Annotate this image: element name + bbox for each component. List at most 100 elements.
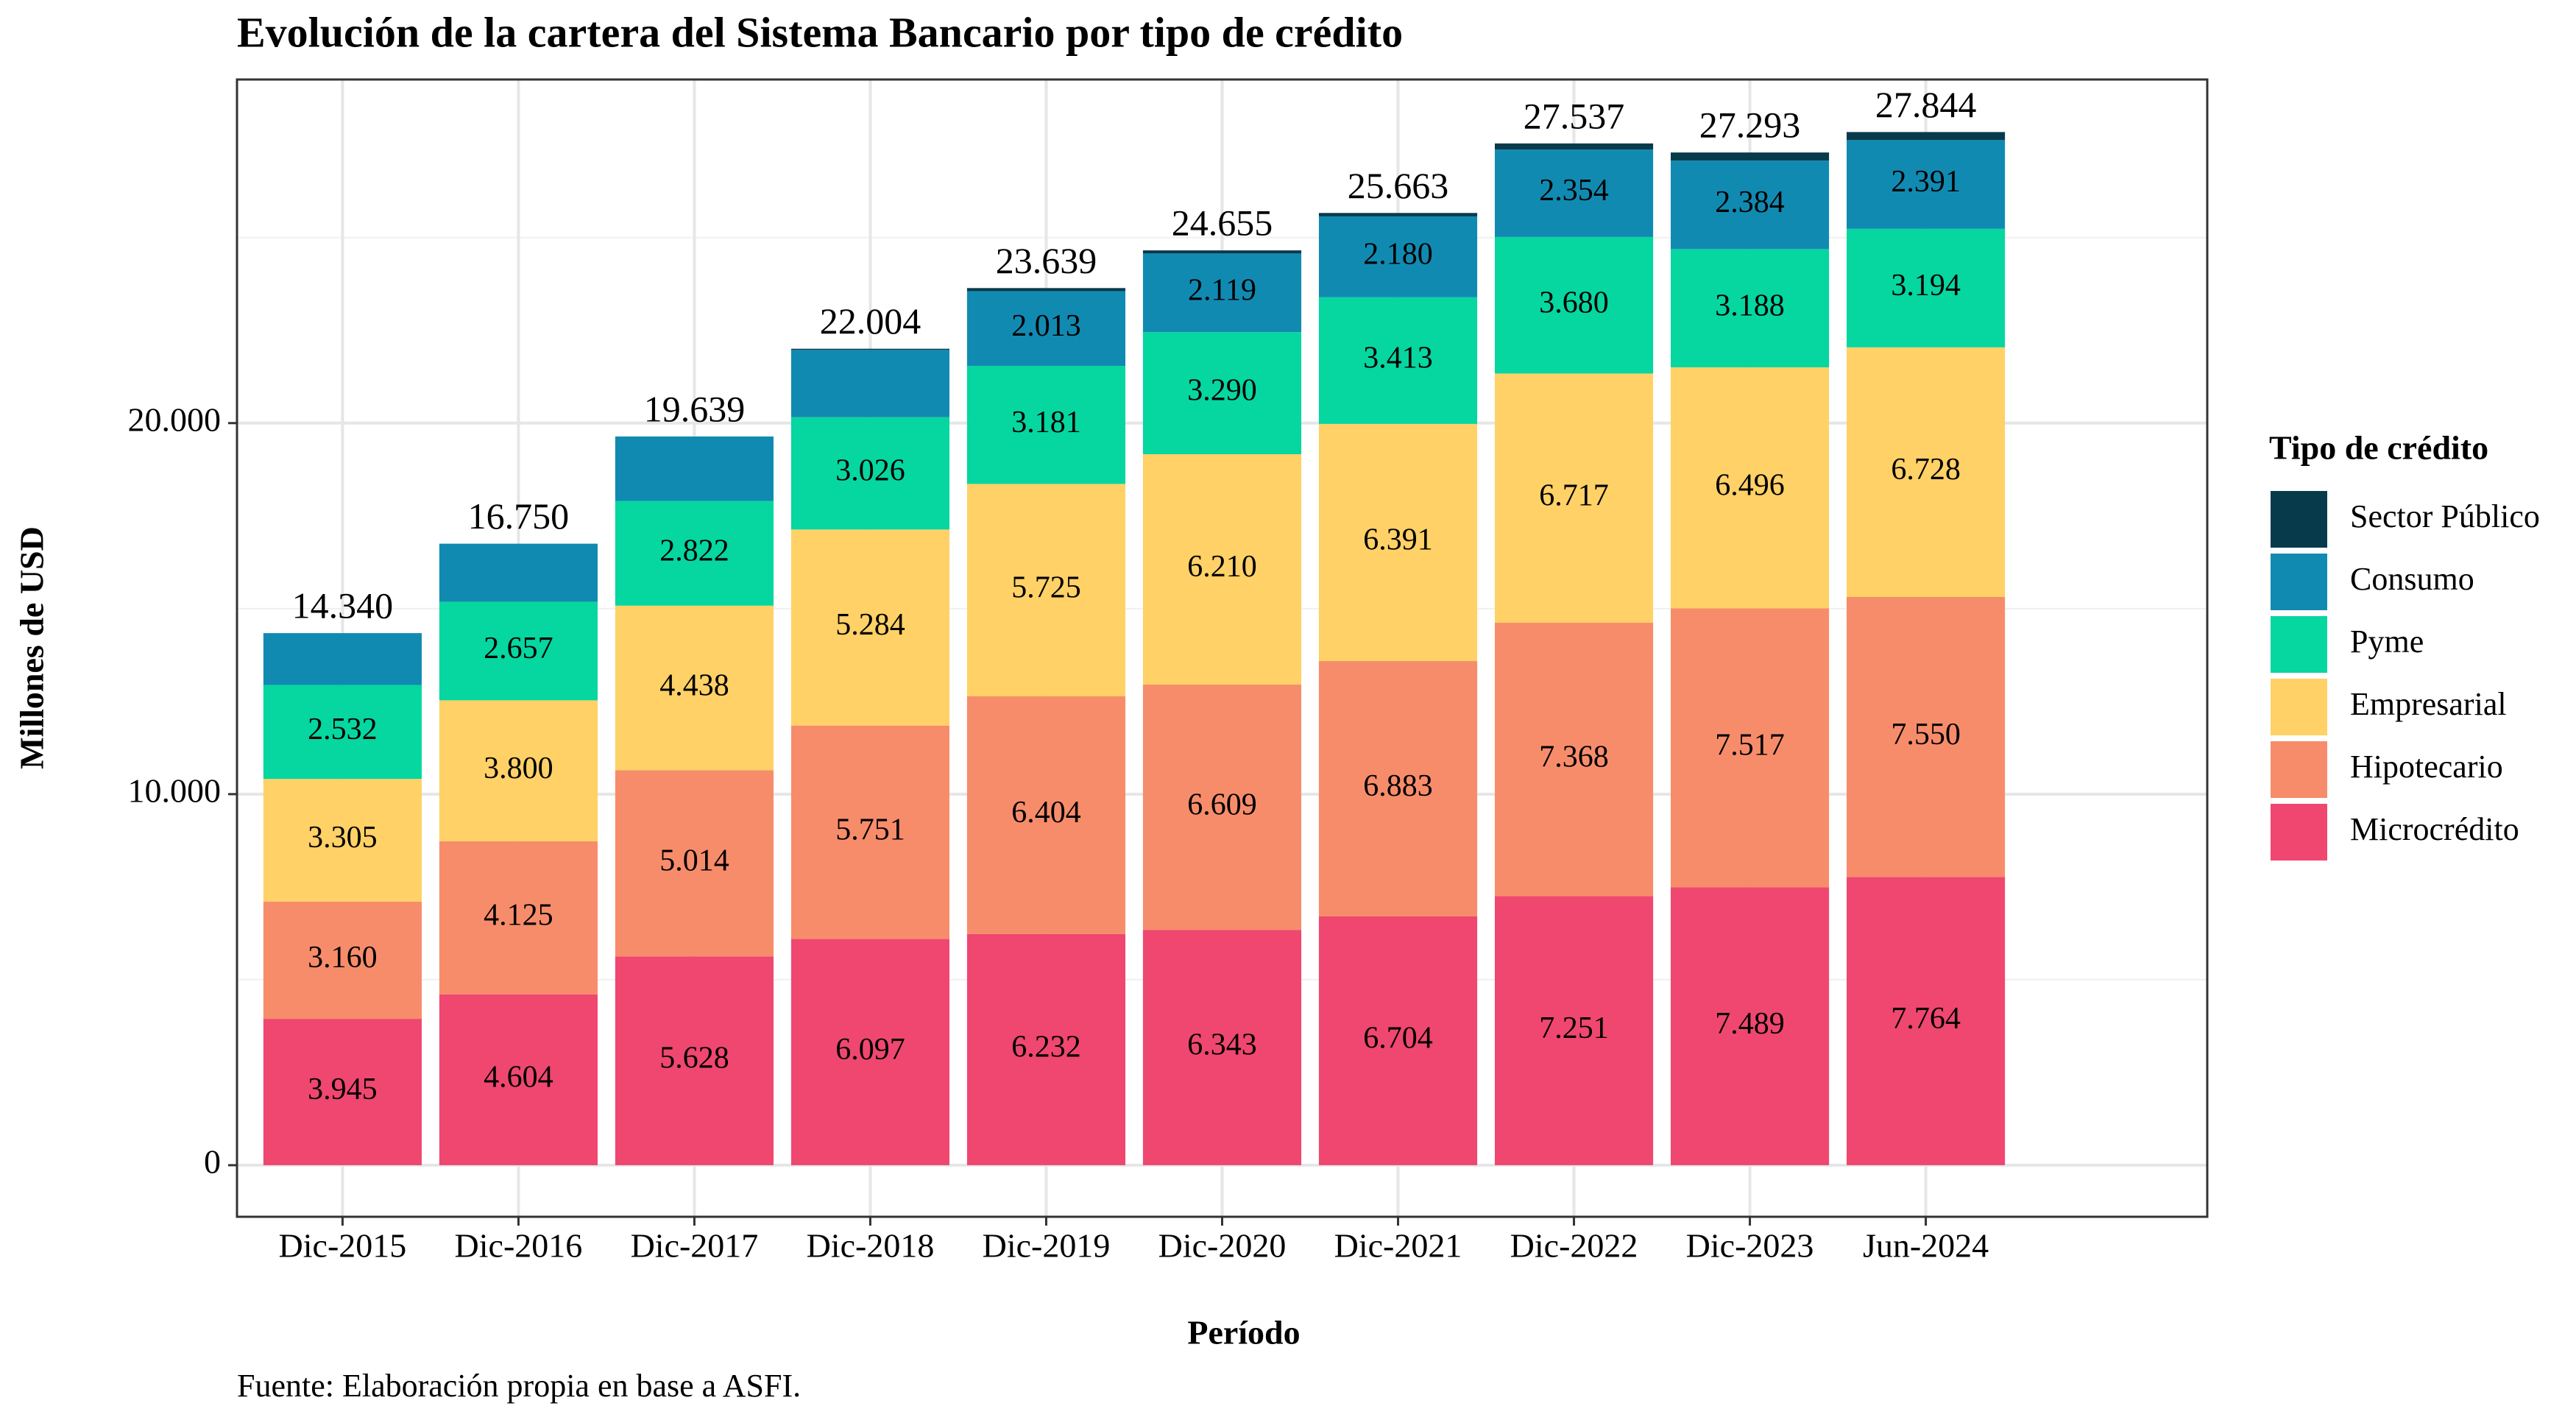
bar-segment xyxy=(1318,297,1478,424)
bar-segment xyxy=(790,725,950,939)
bar-segment xyxy=(1847,347,2006,597)
plot-border xyxy=(236,78,2209,1218)
bar-segment xyxy=(263,633,422,685)
bar-segment xyxy=(1847,228,2006,347)
y-tick-label: 0 xyxy=(204,1142,221,1180)
total-label: 27.293 xyxy=(1699,105,1801,146)
legend-title: Tipo de crédito xyxy=(2269,429,2488,467)
bar-segment xyxy=(1670,152,1830,161)
bar-segment xyxy=(966,696,1126,934)
bar-segment xyxy=(1847,132,2006,141)
data-label: 7.251 xyxy=(1539,1011,1609,1045)
legend-swatch xyxy=(2271,554,2327,610)
total-label: 19.639 xyxy=(644,388,746,429)
bar-segment xyxy=(1142,332,1302,455)
data-label: 5.725 xyxy=(1011,570,1081,604)
data-label: 6.717 xyxy=(1539,478,1609,512)
bar-segment xyxy=(1670,608,1830,888)
data-label: 6.343 xyxy=(1187,1028,1257,1062)
bar-segment xyxy=(439,841,598,994)
data-label: 6.391 xyxy=(1363,523,1433,557)
legend-swatch xyxy=(2271,679,2327,735)
y-tick-label: 10.000 xyxy=(128,771,222,809)
x-tick-label: Dic-2020 xyxy=(1158,1227,1287,1265)
total-label: 23.639 xyxy=(996,240,1097,281)
bar-segment xyxy=(1318,216,1478,297)
data-label: 7.489 xyxy=(1715,1007,1785,1041)
data-label: 2.391 xyxy=(1891,165,1961,199)
total-label: 24.655 xyxy=(1172,202,1273,244)
total-label: 22.004 xyxy=(820,300,921,342)
bar-segment xyxy=(1142,685,1302,930)
total-label: 27.844 xyxy=(1875,84,1977,125)
bar-segment xyxy=(1318,916,1478,1165)
bar-segment xyxy=(1494,143,1654,150)
data-label: 3.413 xyxy=(1363,342,1433,375)
data-label: 3.945 xyxy=(308,1073,378,1106)
bar-segment xyxy=(1670,249,1830,368)
x-tick-label: Dic-2015 xyxy=(279,1227,407,1265)
bar-segment xyxy=(1494,149,1654,237)
data-label: 6.609 xyxy=(1187,788,1257,821)
bar-segment xyxy=(1142,930,1302,1165)
data-label: 3.188 xyxy=(1715,289,1785,322)
bar-segment xyxy=(1494,373,1654,623)
bar-segment xyxy=(439,700,598,841)
data-label: 3.026 xyxy=(835,454,905,488)
bar-segment xyxy=(263,901,422,1020)
data-label: 2.119 xyxy=(1188,273,1256,307)
bar-segment xyxy=(615,605,774,771)
total-label: 14.340 xyxy=(292,585,394,626)
legend-label: Empresarial xyxy=(2350,686,2507,722)
bar-segment xyxy=(790,529,950,726)
data-label: 3.160 xyxy=(308,941,378,975)
data-label: 2.384 xyxy=(1715,185,1785,219)
bar-segment xyxy=(966,484,1126,696)
data-label: 3.194 xyxy=(1891,269,1961,303)
data-label: 7.517 xyxy=(1715,729,1785,763)
bar-segment xyxy=(615,956,774,1165)
bar-segment xyxy=(439,601,598,701)
bar-segment xyxy=(439,994,598,1165)
data-label: 7.368 xyxy=(1539,740,1609,774)
bar-segment xyxy=(1494,896,1654,1165)
bar-segment xyxy=(1318,661,1478,916)
total-label: 25.663 xyxy=(1348,165,1449,206)
legend-swatch xyxy=(2271,491,2327,548)
source-note: Fuente: Elaboración propia en base a ASF… xyxy=(237,1368,801,1404)
bar-segment xyxy=(790,350,950,417)
bar-segment xyxy=(790,348,950,350)
bar-segment xyxy=(1670,887,1830,1165)
data-label: 7.764 xyxy=(1891,1002,1961,1036)
data-label: 4.125 xyxy=(484,899,553,933)
legend-label: Pyme xyxy=(2350,623,2424,660)
bar-segment xyxy=(966,366,1126,484)
bar-segment xyxy=(1847,140,2006,229)
data-label: 6.404 xyxy=(1011,796,1081,830)
bar-segment xyxy=(1142,253,1302,333)
data-label: 3.181 xyxy=(1011,406,1081,439)
data-label: 2.532 xyxy=(308,713,378,746)
data-label: 6.097 xyxy=(835,1033,905,1067)
y-tick-label: 20.000 xyxy=(128,400,222,438)
total-label: 16.750 xyxy=(468,495,570,537)
bar-segment xyxy=(790,417,950,530)
x-tick-label: Dic-2018 xyxy=(807,1227,935,1265)
bar-segment xyxy=(790,939,950,1165)
bar-segment xyxy=(1142,250,1302,254)
data-label: 5.751 xyxy=(835,813,905,847)
x-tick-label: Dic-2019 xyxy=(983,1227,1111,1265)
legend-label: Sector Público xyxy=(2350,498,2540,534)
y-axis-title: Millones de USD xyxy=(13,526,51,769)
bar-segment xyxy=(615,436,774,501)
data-label: 4.438 xyxy=(659,668,729,702)
data-label: 6.210 xyxy=(1187,550,1257,584)
x-tick-label: Jun-2024 xyxy=(1863,1227,1989,1265)
legend-label: Microcrédito xyxy=(2350,811,2519,847)
legend-swatch xyxy=(2271,616,2327,673)
bar-segment xyxy=(966,933,1126,1165)
bar-segment xyxy=(263,685,422,780)
x-tick-label: Dic-2016 xyxy=(455,1227,583,1265)
